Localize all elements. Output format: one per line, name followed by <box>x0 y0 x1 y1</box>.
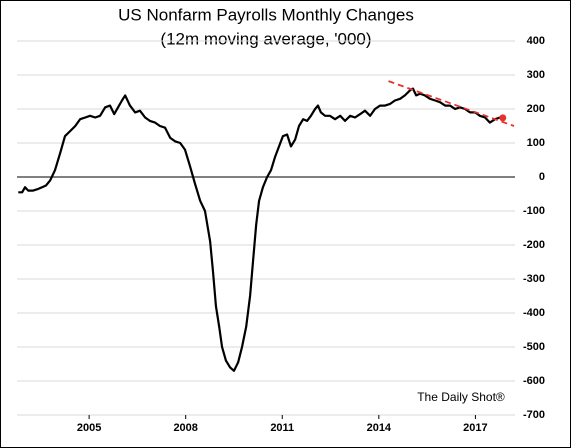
y-tick-label: -500 <box>523 341 545 353</box>
y-tick-label: -600 <box>523 375 545 387</box>
y-tick-label: 300 <box>527 69 545 81</box>
y-tick-label: -400 <box>523 307 545 319</box>
y-tick-label: 0 <box>539 171 545 183</box>
y-tick-label: 200 <box>527 103 545 115</box>
source-note: The Daily Shot® <box>417 390 505 404</box>
y-tick-label: 100 <box>527 137 545 149</box>
y-tick-label: -100 <box>523 205 545 217</box>
y-tick-label: -700 <box>523 409 545 421</box>
x-tick-label: 2008 <box>173 422 197 434</box>
trend-line <box>388 80 515 127</box>
latest-marker <box>499 114 507 122</box>
x-tick-label: 2014 <box>367 422 392 434</box>
chart-subtitle: (12m moving average, '000) <box>160 29 371 48</box>
x-tick-label: 2011 <box>270 422 294 434</box>
data-line <box>18 87 501 372</box>
y-tick-label: -300 <box>523 273 545 285</box>
y-tick-label: -200 <box>523 239 545 251</box>
chart-title: US Nonfarm Payrolls Monthly Changes <box>118 5 414 24</box>
y-tick-label: 400 <box>527 35 545 47</box>
x-tick-label: 2017 <box>463 422 487 434</box>
x-tick-label: 2005 <box>77 422 101 434</box>
